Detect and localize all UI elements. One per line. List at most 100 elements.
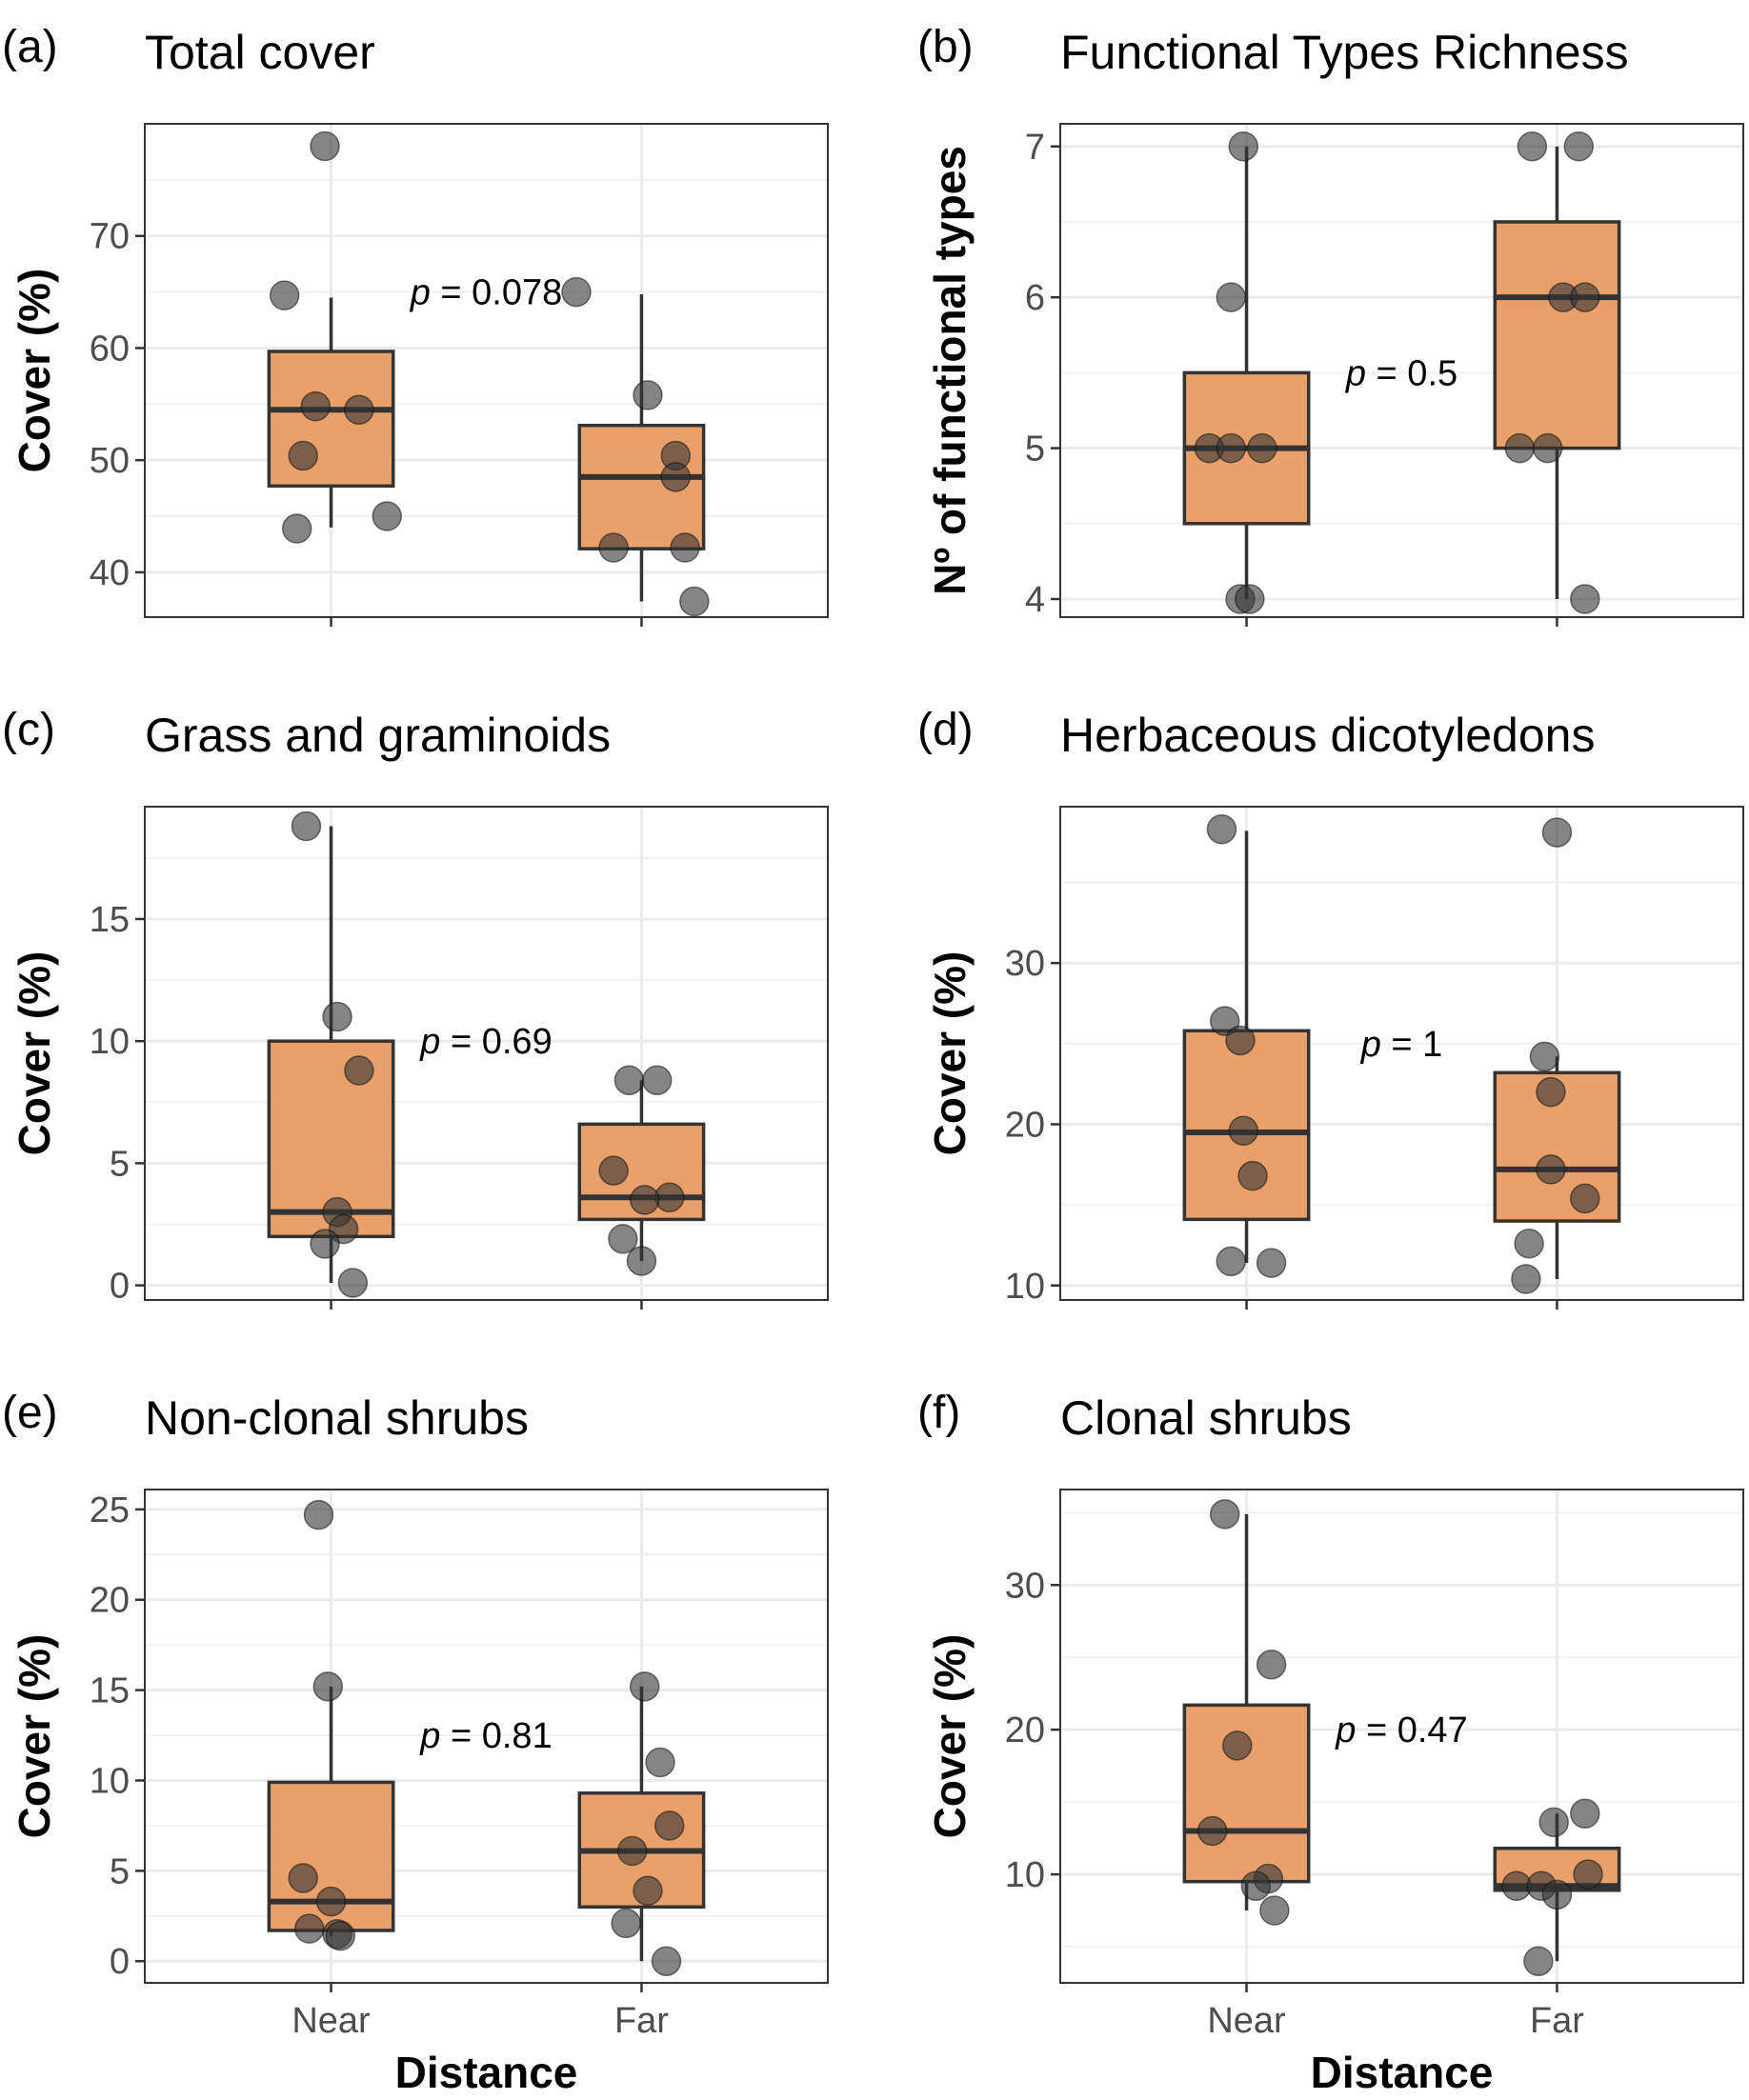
p-value-label: p = 0.81 xyxy=(419,1716,552,1756)
panel-title: Grass and graminoids xyxy=(145,709,611,762)
y-axis-title: Cover (%) xyxy=(925,1634,975,1839)
box-far xyxy=(561,276,710,617)
panel-a: (a) Total cover p = 0.078 40 50 60 70 Cover (%) xyxy=(2,22,829,627)
p-value-label: p = 0.47 xyxy=(1335,1710,1467,1750)
data-point xyxy=(1532,432,1563,464)
p-value-text: = 0.078 xyxy=(431,273,562,313)
y-tick-label: 15 xyxy=(90,1671,130,1711)
data-point xyxy=(1541,817,1573,848)
data-point xyxy=(670,532,700,563)
box-near xyxy=(267,810,395,1298)
data-point xyxy=(315,1886,347,1917)
data-point xyxy=(1240,1870,1272,1901)
p-value-text: = 0.47 xyxy=(1356,1710,1467,1750)
panel-letter: (d) xyxy=(917,705,974,755)
box-near xyxy=(1182,1499,1311,1926)
data-point xyxy=(660,462,692,492)
data-point xyxy=(1228,131,1259,162)
panel-letter: (e) xyxy=(2,1388,58,1438)
data-point xyxy=(281,513,312,544)
data-point xyxy=(1216,282,1246,312)
data-point xyxy=(1256,1248,1287,1278)
data-point xyxy=(1570,584,1600,614)
y-tick-label: 50 xyxy=(90,441,130,481)
y-tick-label: 10 xyxy=(1005,1855,1045,1895)
box-far xyxy=(1493,817,1621,1294)
x-tick-label: Far xyxy=(614,2001,669,2041)
y-tick-label: 0 xyxy=(110,1267,130,1307)
data-point xyxy=(1563,131,1595,162)
y-axis-title: Cover (%) xyxy=(925,951,975,1156)
panel-c: (c) Grass and graminoids p = 0.69 0 5 10 15 Cov… xyxy=(2,705,829,1310)
y-tick-label: 30 xyxy=(1005,944,1045,984)
panel-letter: (c) xyxy=(2,705,55,755)
panel-letter: (b) xyxy=(917,22,974,72)
data-point xyxy=(293,1913,325,1944)
data-point xyxy=(1536,1076,1566,1108)
box-iqr xyxy=(1182,1703,1311,1884)
data-point xyxy=(269,280,300,310)
p-value-text: = 0.69 xyxy=(440,1022,552,1062)
data-point xyxy=(1536,1154,1566,1185)
y-tick-label: 5 xyxy=(110,1851,130,1891)
data-point xyxy=(626,1246,657,1276)
data-point xyxy=(1196,1815,1228,1847)
data-point xyxy=(611,1908,641,1939)
y-tick-label: 10 xyxy=(90,1022,130,1062)
p-value-symbol: p xyxy=(419,1716,440,1756)
panel-title: Herbaceous dicotyledons xyxy=(1060,709,1595,762)
panel-border xyxy=(144,123,829,618)
data-point xyxy=(372,501,402,531)
data-point xyxy=(291,810,322,842)
p-value-text: = 0.5 xyxy=(1366,353,1458,393)
data-point xyxy=(629,1185,660,1215)
y-tick-label: 10 xyxy=(1005,1267,1045,1307)
y-tick-label: 20 xyxy=(90,1581,130,1621)
data-point xyxy=(312,1671,344,1702)
data-point xyxy=(1222,1730,1253,1761)
panel-letter: (a) xyxy=(2,22,58,72)
y-axis-title: Cover (%) xyxy=(10,951,59,1156)
y-tick-label: 30 xyxy=(1005,1566,1045,1606)
data-point xyxy=(598,532,629,563)
data-point xyxy=(1237,1160,1268,1191)
data-point xyxy=(310,130,340,162)
y-tick-label: 10 xyxy=(90,1761,130,1801)
data-point xyxy=(1529,1041,1560,1072)
x-axis-title: Distance xyxy=(1311,2048,1494,2097)
p-value-symbol: p xyxy=(1360,1025,1381,1065)
y-tick-label: 15 xyxy=(90,900,130,940)
p-value-label: p = 0.078 xyxy=(410,273,563,313)
data-point xyxy=(651,1946,682,1976)
data-point xyxy=(1259,1895,1290,1926)
data-point xyxy=(1570,282,1600,312)
data-point xyxy=(654,1810,685,1841)
data-point xyxy=(633,380,663,410)
data-point xyxy=(303,1499,334,1530)
data-point xyxy=(679,586,710,617)
y-tick-label: 40 xyxy=(90,553,130,593)
panel-title: Functional Types Richness xyxy=(1060,26,1629,79)
p-value-symbol: p xyxy=(1345,353,1366,393)
data-point xyxy=(288,440,318,471)
panel-border xyxy=(1059,806,1744,1301)
data-point xyxy=(1235,584,1265,614)
data-point xyxy=(1573,1859,1603,1890)
y-tick-label: 20 xyxy=(1005,1105,1045,1145)
data-point xyxy=(344,1055,374,1086)
y-tick-label: 25 xyxy=(90,1490,130,1530)
data-point xyxy=(642,1065,673,1095)
box-near xyxy=(1182,813,1311,1278)
data-point xyxy=(310,1229,340,1259)
data-point xyxy=(322,1001,352,1032)
data-point xyxy=(1247,432,1277,464)
data-point xyxy=(616,1835,648,1867)
p-value-label: p = 0.5 xyxy=(1345,353,1458,393)
p-value-symbol: p xyxy=(1335,1710,1356,1750)
data-point xyxy=(300,390,331,422)
data-point xyxy=(608,1224,638,1254)
x-tick-label: Far xyxy=(1530,2001,1584,2041)
data-point xyxy=(645,1747,675,1778)
data-point xyxy=(561,276,592,308)
